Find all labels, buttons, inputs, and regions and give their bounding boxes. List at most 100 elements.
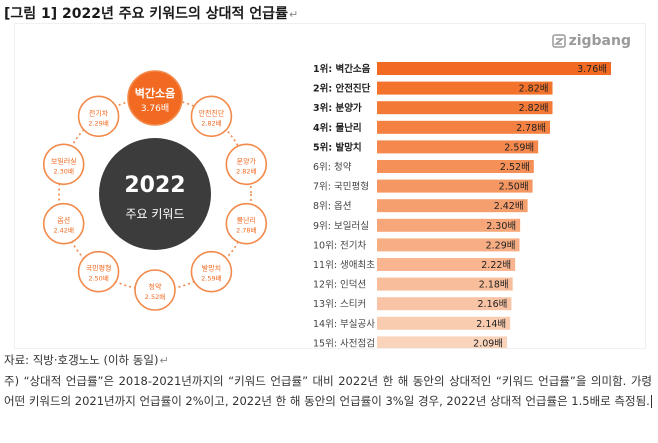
ring-node-value: 3.76배	[141, 103, 169, 114]
source-note: 자료: 직방·호갱노노 (이하 동일)↵	[4, 352, 169, 368]
bar	[377, 238, 520, 252]
bar-category-label: 1위: 벽간소음	[313, 63, 371, 75]
ring-node-label: 옵션	[57, 216, 70, 225]
bar-value-label: 3.76배	[577, 64, 607, 75]
bar-category-label: 6위: 청약	[313, 161, 352, 173]
bar	[377, 336, 508, 348]
ring-node-circle	[127, 70, 183, 126]
ring-node-label: 전기차	[89, 108, 109, 117]
ring-node: 청약2.52배	[134, 269, 176, 311]
bar-category-label: 15위: 사전점검	[313, 337, 375, 348]
bar-category-label: 4위: 물난리	[313, 122, 362, 134]
bar-value-label: 2.52배	[500, 162, 530, 173]
bar	[377, 101, 553, 115]
ring-node-value: 2.29배	[88, 118, 108, 127]
keyword-bar-chart: 1위: 벽간소음 3.76배 2위: 안전진단 2.82배 3위: 분양가 2.82배 4위…	[313, 62, 611, 348]
ring-node-label: 안전진단	[199, 108, 225, 117]
footnote: 주) “상대적 언급률”은 2018-2021년까지의 “키워드 언급률” 대비…	[4, 371, 652, 411]
bar-value-label: 2.82배	[519, 84, 549, 95]
bar-category-label: 2위: 안전진단	[313, 83, 371, 95]
bar	[377, 297, 512, 311]
infographic: zigbang 2022 주요 키워드 벽간소음 3.76배 안전진단 2.82배 분양가 2…	[14, 23, 646, 349]
figure-title: [그림 1] 2022년 주요 키워드의 상대적 언급률↵	[4, 3, 298, 23]
ring-node-circle	[225, 202, 268, 245]
bar	[377, 258, 516, 271]
center-year: 2022	[124, 173, 185, 198]
zigbang-logo-icon	[551, 34, 566, 48]
bar-value-label: 2.18배	[479, 280, 509, 291]
bar-category-label: 11위: 생애최초	[313, 259, 375, 271]
ring-node-circle	[77, 95, 120, 138]
footnote-text: 주) “상대적 언급률”은 2018-2021년까지의 “키워드 언급률” 대비…	[4, 374, 652, 408]
ring-node-value: 2.30배	[53, 166, 73, 175]
ring-node-label: 청약	[149, 282, 162, 291]
bar-category-label: 13위: 스티커	[313, 298, 366, 310]
bar-value-label: 2.30배	[486, 221, 516, 232]
bar-value-label: 2.29배	[486, 240, 516, 251]
ring-node-label: 발망치	[202, 264, 221, 273]
bar	[377, 160, 534, 173]
bar-value-label: 2.16배	[478, 299, 508, 310]
bar-value-label: 2.50배	[499, 182, 529, 193]
ring-node-label: 물난리	[237, 216, 256, 225]
source-return-mark: ↵	[159, 354, 169, 367]
source-text: 자료: 직방·호갱노노 (이하 동일)	[4, 353, 159, 367]
bar-category-label: 5위: 발망치	[313, 141, 362, 153]
ring-node-value: 2.50배	[88, 274, 108, 283]
bar-value-label: 2.59배	[504, 142, 534, 153]
bar	[377, 81, 553, 95]
bar	[377, 316, 511, 330]
ring-node-value: 2.78배	[236, 226, 256, 235]
ring-node-value: 2.52배	[145, 292, 165, 301]
bar-category-label: 10위: 전기차	[313, 239, 367, 251]
bar-value-label: 2.42배	[494, 201, 524, 212]
logo-text: zigbang	[568, 33, 631, 49]
ring-node-circle	[77, 250, 120, 293]
bar-category-label: 7위: 국민평형	[313, 181, 369, 193]
bar	[377, 218, 521, 232]
ring-node-circle	[190, 95, 233, 138]
bar	[377, 199, 528, 213]
ring-node-circle	[42, 202, 85, 245]
bar	[377, 62, 611, 75]
center-label: 주요 키워드	[125, 207, 184, 221]
bar-category-label: 14위: 부실공사	[313, 318, 375, 330]
text-cursor	[650, 395, 652, 408]
bar-value-label: 2.14배	[476, 319, 506, 330]
bar-value-label: 2.22배	[481, 260, 511, 271]
ring-node-label: 국민평형	[86, 264, 112, 273]
bar-value-label: 2.82배	[519, 103, 549, 114]
bar-category-label: 12위: 인덕션	[313, 279, 366, 291]
bar-category-label: 9위: 보일러실	[313, 220, 369, 232]
bar-category-label: 3위: 분양가	[313, 102, 362, 114]
ring-node-value: 2.82배	[201, 118, 221, 127]
ring-node-circle	[42, 143, 85, 186]
bar-value-label: 2.09배	[473, 338, 503, 348]
ring-node-label: 벽간소음	[135, 86, 175, 100]
ring-node-label: 분양가	[237, 156, 257, 165]
ring-node-circle	[134, 269, 176, 311]
bar	[377, 179, 533, 193]
ring-node: 옵션2.42배	[42, 202, 85, 245]
bar-category-label: 8위: 옵션	[313, 200, 352, 212]
bar	[377, 140, 539, 154]
ring-node-value: 2.42배	[53, 226, 73, 235]
bar-value-label: 2.78배	[516, 123, 546, 134]
ring-node-value: 2.82배	[236, 166, 256, 175]
bar	[377, 277, 513, 291]
ring-node-label: 보일러실	[51, 156, 77, 165]
figure-title-text: [그림 1] 2022년 주요 키워드의 상대적 언급률	[4, 6, 288, 22]
ring-node: 벽간소음 3.76배	[127, 70, 183, 126]
ring-node-circle	[225, 143, 268, 186]
center-circle	[99, 138, 211, 250]
ring-node-value: 2.59배	[201, 274, 221, 283]
return-mark: ↵	[288, 8, 299, 21]
ring-node-circle	[190, 250, 233, 293]
